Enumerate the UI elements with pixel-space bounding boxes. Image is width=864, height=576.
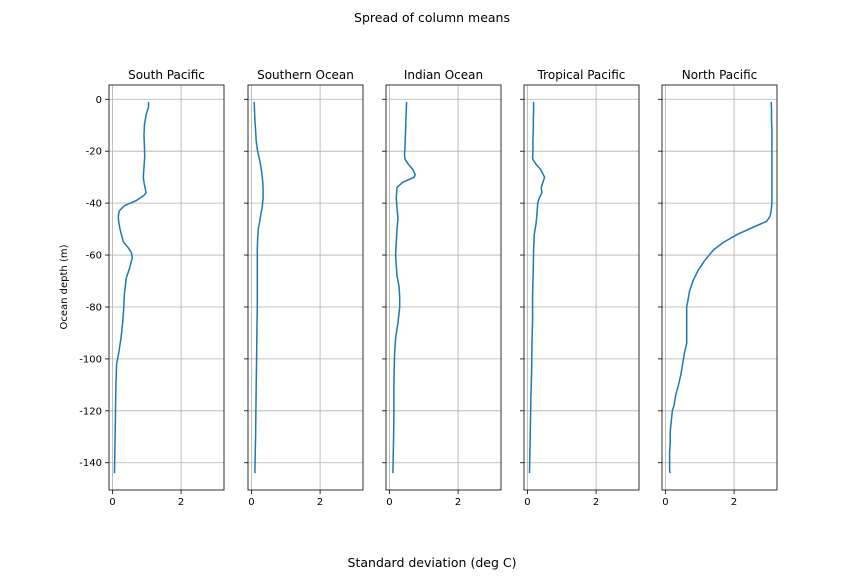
panels: 0 2 0 -20 -40 -60 -80 -100 -120 -140 South Pacific… — [79, 68, 778, 508]
panel-title: North Pacific — [682, 68, 758, 82]
plot-frame — [523, 84, 640, 491]
panel-title: Southern Ocean — [257, 68, 354, 82]
y-tick-label: 0 — [96, 95, 102, 106]
panel-1: 0 2 Southern Ocean — [244, 68, 364, 508]
y-tick-label: -120 — [79, 406, 102, 417]
series-line — [668, 101, 773, 474]
x-tick-label: 0 — [524, 497, 530, 508]
plot-frame — [247, 84, 364, 491]
y-tick-label: -140 — [79, 458, 102, 469]
plot-frame — [108, 84, 225, 491]
y-tick-label: -80 — [86, 302, 102, 313]
series-line — [253, 101, 264, 474]
panel-4: 0 2 North Pacific — [658, 68, 778, 508]
x-tick-label: 0 — [109, 497, 115, 508]
x-tick-label: 2 — [593, 497, 599, 508]
x-tick-label: 2 — [178, 497, 184, 508]
panel-title: South Pacific — [128, 68, 205, 82]
series-line — [113, 101, 150, 474]
series-line — [392, 101, 416, 474]
x-tick-label: 0 — [662, 497, 668, 508]
plot-frame — [661, 84, 778, 491]
figure-title: Spread of column means — [354, 10, 510, 25]
series-line — [528, 101, 546, 474]
x-tick-label: 2 — [455, 497, 461, 508]
y-tick-label: -40 — [86, 199, 102, 210]
x-tick-label: 2 — [317, 497, 323, 508]
x-tick-label: 2 — [731, 497, 737, 508]
y-tick-label: -20 — [86, 147, 102, 158]
panel-3: 0 2 Tropical Pacific — [520, 68, 640, 508]
panel-title: Tropical Pacific — [537, 68, 626, 82]
y-tick-label: -60 — [86, 251, 102, 262]
y-tick-label: -100 — [79, 354, 102, 365]
panel-2: 0 2 Indian Ocean — [382, 68, 502, 508]
y-axis-label: Ocean depth (m) — [59, 244, 70, 329]
x-tick-label: 0 — [386, 497, 392, 508]
panel-title: Indian Ocean — [404, 68, 483, 82]
plot-frame — [385, 84, 502, 491]
panel-0: 0 2 0 -20 -40 -60 -80 -100 -120 -140 South Pacific — [79, 68, 225, 508]
x-tick-label: 0 — [248, 497, 254, 508]
x-axis-label: Standard deviation (deg C) — [348, 555, 517, 570]
